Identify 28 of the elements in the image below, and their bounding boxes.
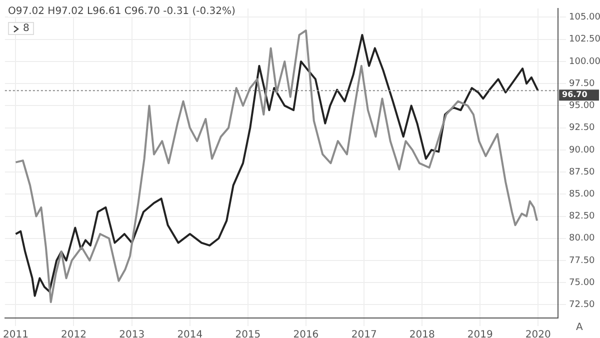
x-tick-label: 2018 xyxy=(409,330,435,338)
y-tick-label: 80.00 xyxy=(569,234,596,244)
x-tick-label: 2011 xyxy=(3,330,28,338)
y-tick-label: 105.00 xyxy=(569,12,600,23)
x-tick-label: 2019 xyxy=(467,330,493,338)
ref-line-label: 96.70 xyxy=(562,90,588,100)
y-tick-label: 100.00 xyxy=(569,56,600,67)
y-tick-label: 90.00 xyxy=(569,145,596,156)
x-tick-label: 2012 xyxy=(61,330,86,338)
y-tick-label: 87.50 xyxy=(569,167,596,178)
annotation: 8 xyxy=(23,23,30,34)
x-tick-label: 2020 xyxy=(525,330,551,338)
x-tick-label: 2013 xyxy=(119,330,145,338)
y-tick-label: 75.00 xyxy=(569,278,596,288)
y-tick-label: 82.50 xyxy=(569,212,596,222)
y-tick-label: 85.00 xyxy=(569,190,596,200)
text: A xyxy=(576,322,583,333)
x-tick-label: 2017 xyxy=(351,330,377,338)
y-tick-label: 95.00 xyxy=(569,101,596,112)
x-tick-label: 2016 xyxy=(293,330,319,338)
y-tick-label: 97.50 xyxy=(569,78,596,89)
y-tick-label: 102.50 xyxy=(569,34,600,45)
x-tick-label: 2015 xyxy=(235,330,261,338)
y-tick-label: 72.50 xyxy=(569,300,596,310)
x-tick-label: 2014 xyxy=(177,330,203,338)
y-tick-label: 92.50 xyxy=(569,123,596,134)
y-tick-label: 77.50 xyxy=(569,256,596,266)
annotation: O97.02 H97.02 L96.61 C96.70 -0.31 (-0.32%) xyxy=(8,6,236,17)
